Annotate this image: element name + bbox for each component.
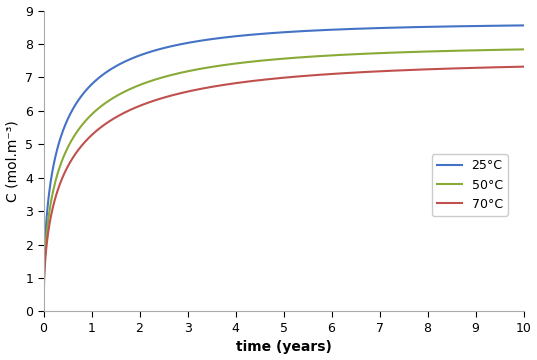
Line: 50°C: 50°C — [43, 49, 524, 311]
50°C — [65, 145, 71, 149]
50°C — [506, 48, 512, 52]
70°C — [40, 309, 47, 314]
50°C — [274, 57, 280, 61]
50°C — [261, 58, 267, 63]
25°C — [261, 31, 267, 36]
50°C — [520, 47, 527, 51]
25°C — [40, 309, 47, 314]
70°C — [274, 76, 280, 81]
25°C — [418, 25, 425, 29]
50°C — [506, 48, 513, 52]
Line: 70°C: 70°C — [43, 67, 524, 311]
50°C — [418, 50, 425, 54]
Legend: 25°C, 50°C, 70°C: 25°C, 50°C, 70°C — [432, 154, 507, 216]
25°C — [506, 23, 512, 28]
70°C — [506, 65, 512, 69]
X-axis label: time (years): time (years) — [236, 341, 331, 355]
25°C — [65, 116, 71, 121]
Line: 25°C: 25°C — [43, 26, 524, 311]
70°C — [506, 65, 513, 69]
25°C — [274, 31, 280, 35]
70°C — [65, 164, 71, 168]
25°C — [506, 23, 513, 28]
70°C — [520, 64, 527, 69]
25°C — [520, 23, 527, 28]
70°C — [261, 77, 267, 82]
Y-axis label: C (mol.m⁻³): C (mol.m⁻³) — [5, 120, 19, 202]
70°C — [418, 67, 425, 72]
50°C — [40, 309, 47, 314]
